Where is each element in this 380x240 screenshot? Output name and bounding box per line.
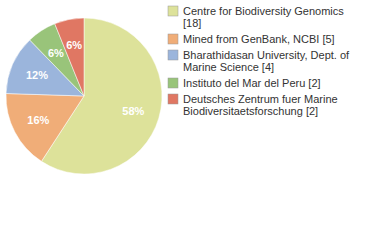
legend-swatch	[168, 50, 178, 60]
data-label: 6%	[48, 47, 64, 59]
legend-swatch	[168, 34, 178, 44]
legend-label: Bharathidasan University, Dept. ofMarine…	[183, 49, 350, 73]
data-labels: 58%16%12%6%6%	[26, 39, 145, 125]
data-label: 58%	[122, 104, 144, 116]
legend: Centre for Biodiversity Genomics[18] Mine…	[168, 5, 350, 117]
data-label: 6%	[66, 39, 82, 51]
legend-swatch	[168, 6, 178, 16]
legend-label: Mined from GenBank, NCBI [5]	[183, 33, 335, 45]
data-label: 16%	[27, 114, 49, 126]
legend-label: Instituto del Mar del Peru [2]	[183, 77, 321, 89]
legend-swatch	[168, 78, 178, 88]
legend-label: Centre for Biodiversity Genomics[18]	[183, 5, 344, 29]
chart: 58%16%12%6%6%Centre for Biodiversity Gen…	[0, 0, 380, 240]
legend-swatch	[168, 94, 178, 104]
data-label: 12%	[26, 69, 48, 81]
pie	[6, 18, 162, 174]
pie-slice	[6, 94, 84, 162]
legend-label: Deutsches Zentrum fuer MarineBiodiversit…	[183, 93, 338, 117]
